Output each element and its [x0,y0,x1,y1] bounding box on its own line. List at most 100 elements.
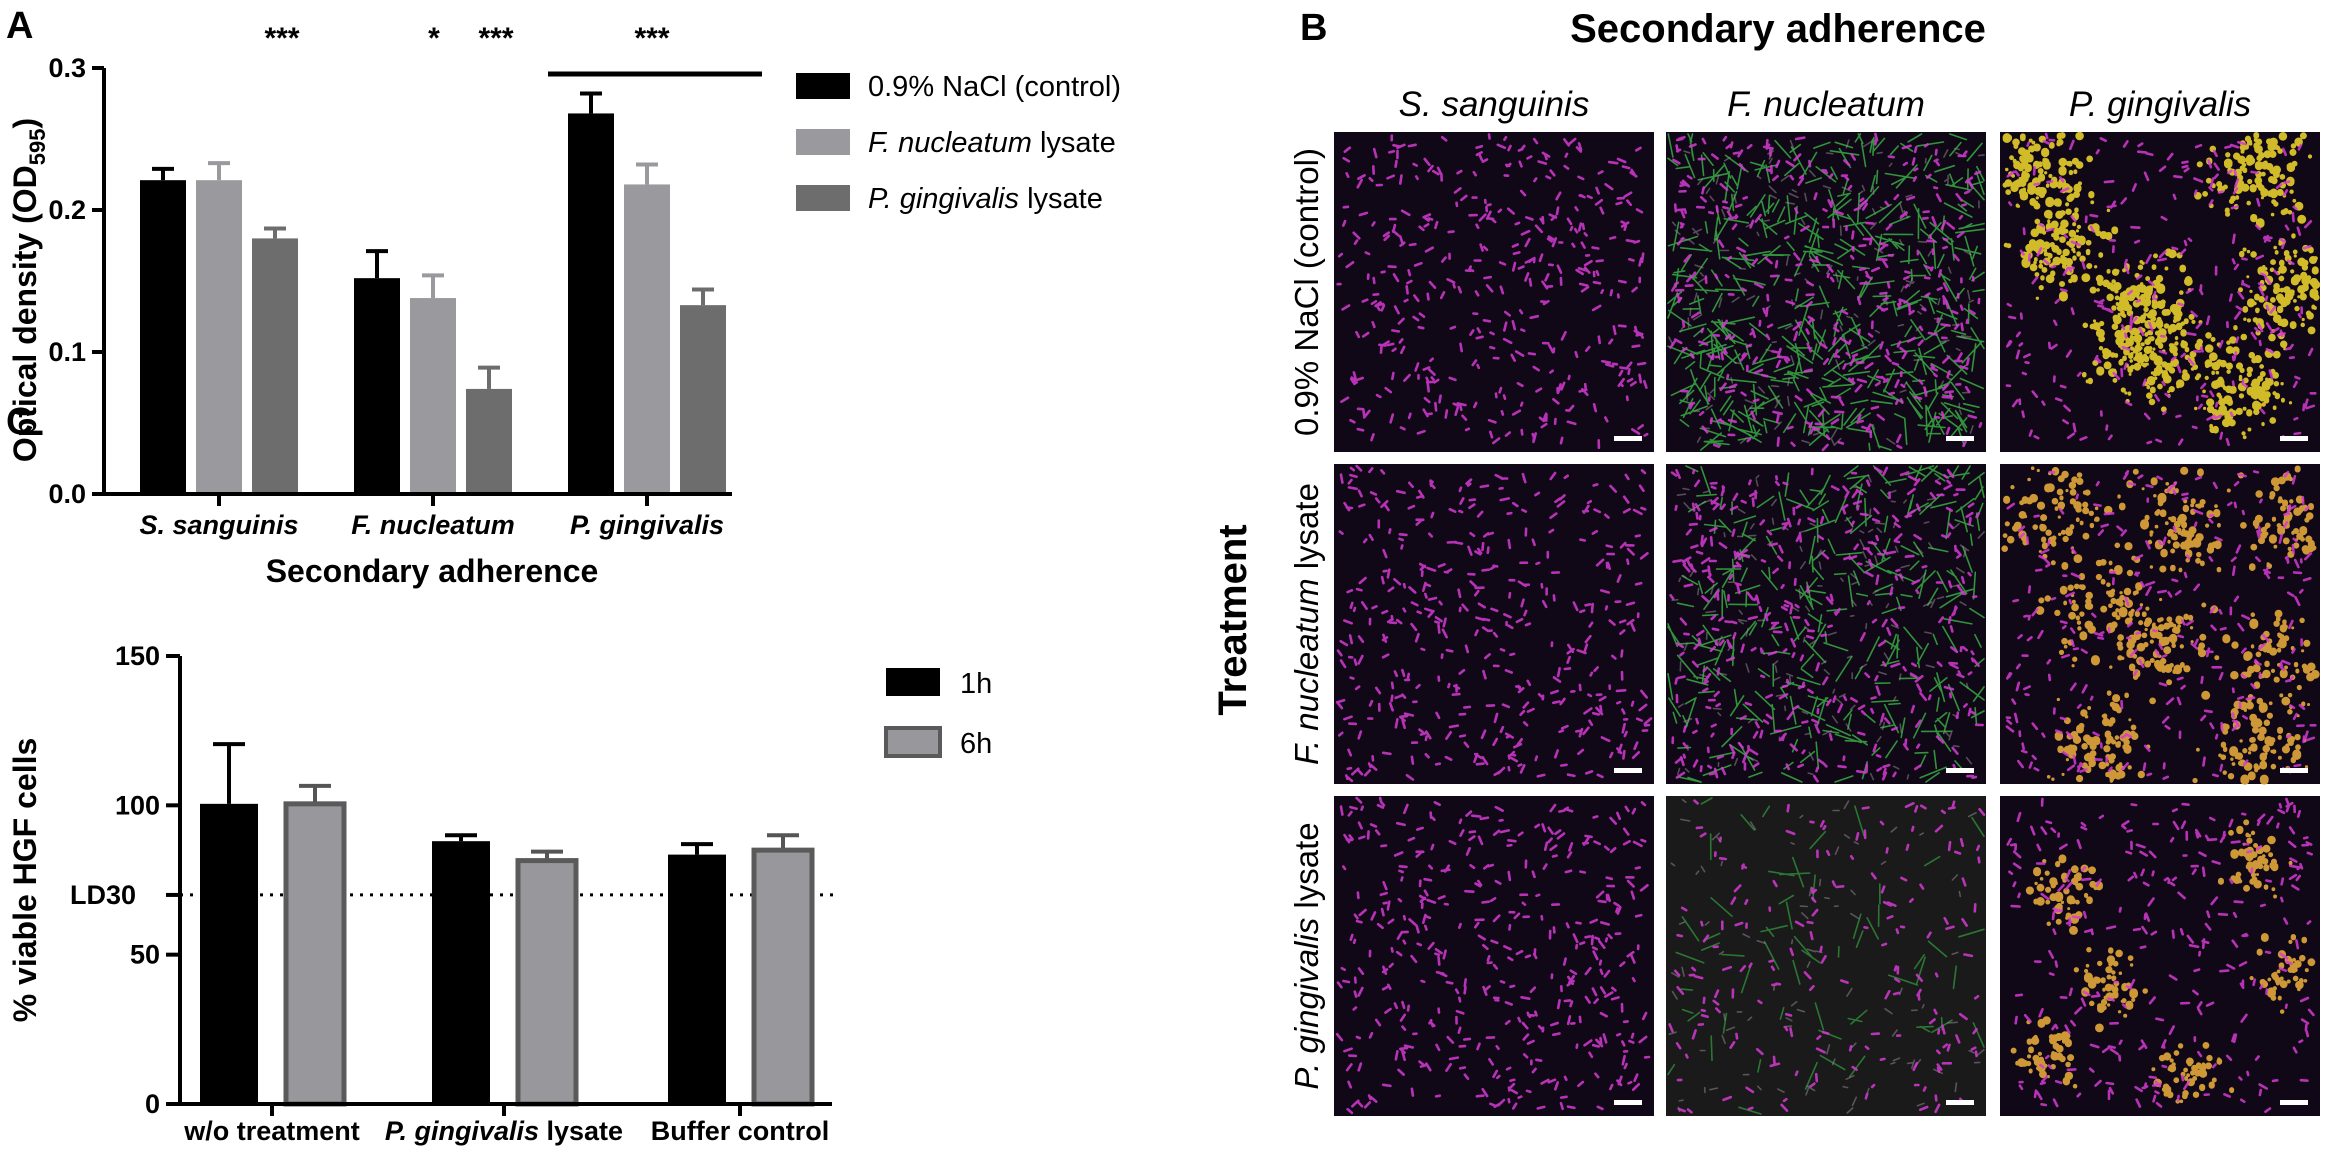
y-tick-label: 150 [115,641,160,671]
row-header-group: F. nucleatum lysate [1288,483,1325,765]
scale-bar [2280,436,2308,441]
scale-bar [1614,1100,1642,1105]
bar [624,184,670,494]
chart-a-legend: 0.9% NaCl (control) F. nucleatum lysate P.… [796,71,1121,215]
micrograph-tile [2000,796,2320,1116]
column-header: F. nucleatum [1727,85,1925,124]
x-tick-label-part: lysate [539,1116,623,1146]
fluorescence-layer [1335,464,1653,783]
scale-bar [2280,1100,2308,1105]
bar [751,847,815,1107]
bar [140,180,186,494]
bar [283,801,347,1107]
chart-c-y-axis-label: % viable HGF cells [7,738,43,1023]
panel-b-micrographs: Secondary adherence S. sanguinis F. nucle… [1211,7,2321,1116]
micrograph-background [1334,132,1654,452]
scale-bar [1946,436,1974,441]
row-header-italic: P. gingivalis [1288,918,1325,1090]
x-tick-label: F. nucleatum [351,510,515,540]
fluorescence-cluster-layer [2002,131,2321,440]
bar [354,278,400,494]
legend-label-part: lysate [1019,183,1103,215]
row-header-part: lysate [1288,822,1325,917]
x-tick-label-italic: P. gingivalis [385,1116,539,1146]
ld30-label: LD30 [70,880,136,910]
legend-label: 1h [960,668,992,700]
chart-c-legend: 1h 6h [884,668,992,760]
scale-bar [1614,436,1642,441]
micrograph-tile [1666,132,1986,452]
legend-label-italic: P. gingivalis [868,183,1019,215]
x-tick-label: Buffer control [651,1116,830,1146]
micrograph-tile [1334,796,1654,1116]
chart-c-x-axis: w/o treatment P. gingivalis lysate Buffer … [183,1104,829,1146]
significance-marker: *** [264,22,299,55]
fluorescence-layer [1335,796,1651,1115]
micrograph-tile [2000,131,2321,452]
bar [680,305,726,494]
row-header-italic: F. nucleatum [1288,578,1325,765]
panel-b-column-headers: S. sanguinis F. nucleatum P. gingivalis [1399,85,2251,124]
bar [252,238,298,494]
y-tick-label: 100 [115,790,160,820]
scale-bar [1614,768,1642,773]
y-tick-label: 0.2 [48,195,86,225]
panel-letter-c: C [6,401,33,443]
scale-bar [1946,1100,1974,1105]
column-header: P. gingivalis [2069,85,2251,124]
chart-a-x-axis: S. sanguinis F. nucleatum P. gingivalis [139,494,724,540]
legend-swatch [884,726,942,758]
bar [668,854,726,1104]
row-header: 0.9% NaCl (control) [1288,148,1325,436]
legend-label-part: 0.9% NaCl (control) [868,71,1121,103]
x-tick-label: P. gingivalis [570,510,724,540]
bar [200,803,258,1104]
bar [410,298,456,494]
significance-marker: *** [478,22,513,55]
bar [568,113,614,494]
row-header: F. nucleatum lysate [1288,483,1325,765]
y-tick-label: 0.1 [48,337,86,367]
fluorescence-layer [2006,797,2315,1113]
legend-swatch [886,668,940,696]
fluorescence-layer [1669,132,1983,452]
fluorescence-layer [2005,132,2317,447]
scale-bar [2280,768,2308,773]
legend-swatch [796,129,850,155]
legend-label: F. nucleatum lysate [868,127,1116,159]
fluorescence-layer [1668,139,1985,446]
panel-b-row-headers: 0.9% NaCl (control)F. nucleatum lysateP.… [1288,148,1325,1090]
micrograph-background [1334,796,1654,1116]
y-tick-label: 0 [145,1089,160,1119]
panel-b-image-grid [1334,131,2321,1116]
fluorescence-cluster-layer [2010,819,2316,1104]
panel-letter-a: A [6,5,33,47]
micrograph-tile [2000,464,2320,785]
y-tick-label: 0.0 [48,479,86,509]
micrograph-tile [1666,464,1986,784]
fluorescence-layer [1336,133,1649,450]
fluorescence-layer [2005,470,2317,780]
legend-label: P. gingivalis lysate [868,183,1103,215]
micrograph-background [1334,464,1654,784]
x-tick-label-part: w/o treatment [183,1116,360,1146]
chart-a: 0.0 0.1 0.2 0.3 S. sanguinis F. nucleatum P. … [7,22,1121,589]
scale-bar [1946,768,1974,773]
panel-b-title: Secondary adherence [1570,7,1986,51]
chart-a-bars [140,91,726,494]
row-header-part: 0.9% NaCl (control) [1288,148,1325,436]
micrograph-tile [1334,464,1654,784]
row-header-group: 0.9% NaCl (control) [1288,148,1325,436]
fluorescence-layer [1668,798,1985,1114]
y-tick-label: 50 [130,940,160,970]
significance-marker: *** [634,22,669,55]
legend-label: 0.9% NaCl (control) [868,71,1121,103]
bar [466,388,512,494]
chart-a-x-axis-label: Secondary adherence [266,553,599,589]
row-header-group: P. gingivalis lysate [1288,822,1325,1089]
chart-a-significance: *** * *** *** [264,22,669,55]
legend-label-part: lysate [1032,127,1116,159]
panel-letter-b: B [1300,7,1327,49]
fluorescence-layer [1667,465,1985,783]
